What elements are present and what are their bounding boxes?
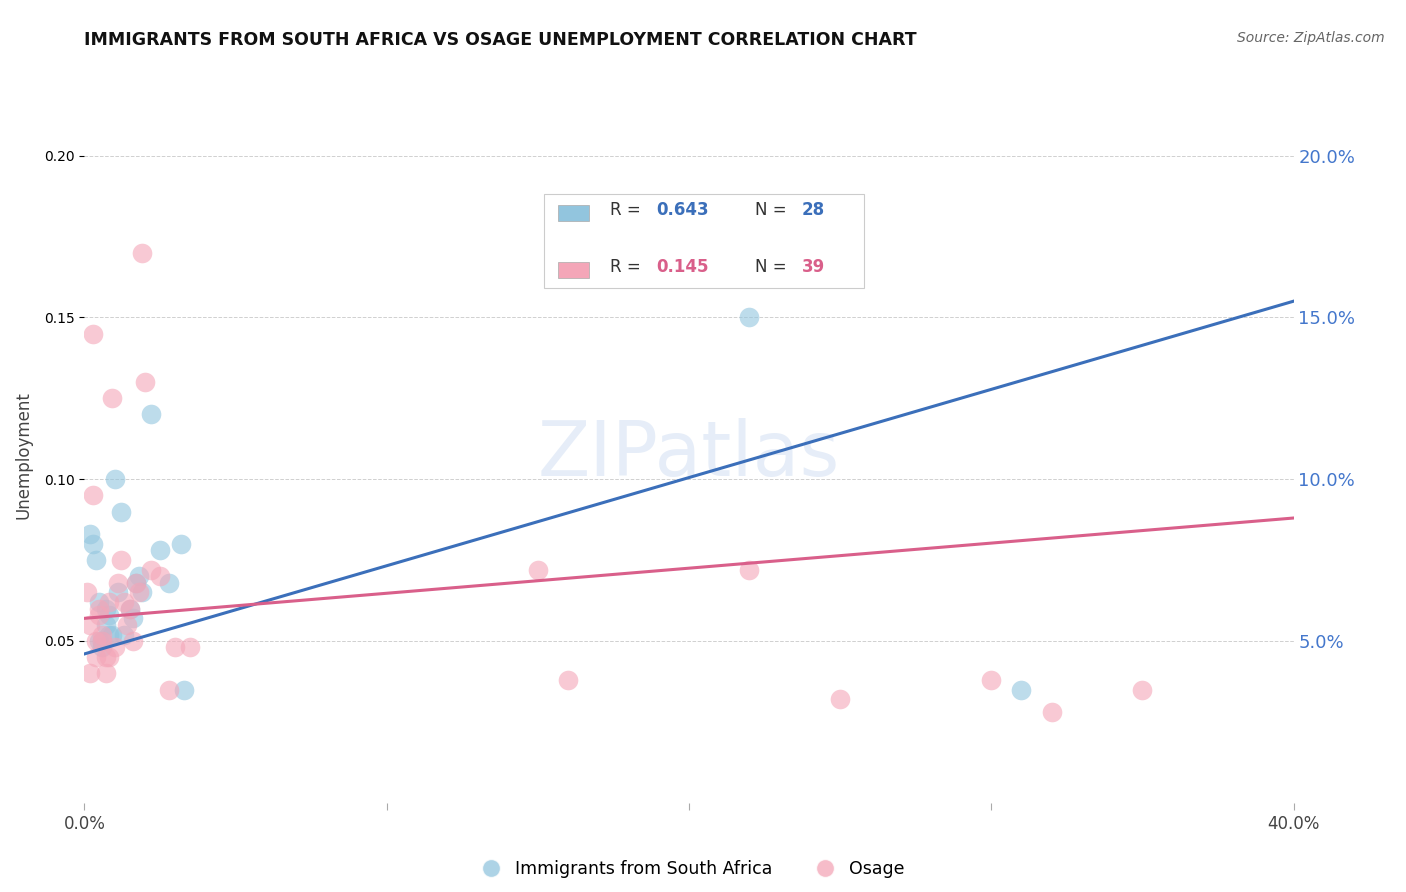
Text: 0.643: 0.643 — [657, 201, 709, 219]
Point — [89, 634, 111, 648]
Point — [1011, 682, 1033, 697]
Point — [115, 617, 138, 632]
Point — [125, 575, 148, 590]
Point — [89, 595, 111, 609]
Point — [157, 682, 180, 697]
Text: 39: 39 — [801, 258, 825, 276]
Point — [94, 650, 117, 665]
Point — [91, 634, 114, 648]
Point — [82, 488, 104, 502]
Point — [149, 569, 172, 583]
Text: IMMIGRANTS FROM SOUTH AFRICA VS OSAGE UNEMPLOYMENT CORRELATION CHART: IMMIGRANTS FROM SOUTH AFRICA VS OSAGE UN… — [84, 31, 917, 49]
Point — [104, 472, 127, 486]
Text: 28: 28 — [801, 201, 824, 219]
Point — [121, 611, 143, 625]
Point — [91, 627, 114, 641]
Point — [557, 673, 579, 687]
Point — [86, 650, 108, 665]
Text: R =: R = — [610, 258, 647, 276]
Point — [149, 543, 172, 558]
FancyBboxPatch shape — [544, 194, 865, 288]
Bar — [558, 261, 589, 278]
Point — [82, 537, 104, 551]
Text: ZIPatlas: ZIPatlas — [537, 418, 841, 491]
Point — [110, 504, 132, 518]
Point — [131, 585, 153, 599]
Point — [125, 575, 148, 590]
Point — [980, 673, 1002, 687]
Point — [94, 601, 117, 615]
Point — [110, 553, 132, 567]
Point — [86, 553, 108, 567]
Point — [79, 617, 101, 632]
Point — [139, 563, 162, 577]
Point — [79, 527, 101, 541]
Point — [134, 375, 156, 389]
Point — [97, 627, 120, 641]
Point — [738, 563, 761, 577]
Point — [89, 601, 111, 615]
Point — [112, 595, 135, 609]
Point — [157, 575, 180, 590]
Point — [1040, 705, 1063, 719]
Point — [112, 627, 135, 641]
Point — [121, 634, 143, 648]
Point — [97, 608, 120, 623]
Point — [128, 585, 150, 599]
Point — [131, 245, 153, 260]
Legend: Immigrants from South Africa, Osage: Immigrants from South Africa, Osage — [467, 853, 911, 885]
Point — [104, 640, 127, 655]
Point — [107, 585, 129, 599]
Text: N =: N = — [755, 201, 793, 219]
Y-axis label: Unemployment: Unemployment — [15, 391, 32, 519]
Point — [89, 608, 111, 623]
Point — [79, 666, 101, 681]
Point — [527, 563, 550, 577]
Point — [76, 585, 98, 599]
Text: N =: N = — [755, 258, 793, 276]
Point — [165, 640, 187, 655]
Point — [100, 392, 122, 406]
Point — [179, 640, 201, 655]
Point — [139, 408, 162, 422]
Bar — [558, 204, 589, 221]
Point — [82, 326, 104, 341]
Point — [118, 601, 141, 615]
Point — [118, 601, 141, 615]
Text: R =: R = — [610, 201, 647, 219]
Point — [1130, 682, 1153, 697]
Text: Source: ZipAtlas.com: Source: ZipAtlas.com — [1237, 31, 1385, 45]
Point — [100, 627, 122, 641]
Point — [830, 692, 852, 706]
Point — [173, 682, 195, 697]
Point — [91, 640, 114, 655]
Point — [97, 595, 120, 609]
Point — [170, 537, 193, 551]
Point — [94, 617, 117, 632]
Point — [91, 634, 114, 648]
Point — [107, 575, 129, 590]
Point — [738, 310, 761, 325]
Point — [94, 666, 117, 681]
Point — [128, 569, 150, 583]
Point — [86, 634, 108, 648]
Text: 0.145: 0.145 — [657, 258, 709, 276]
Point — [97, 650, 120, 665]
